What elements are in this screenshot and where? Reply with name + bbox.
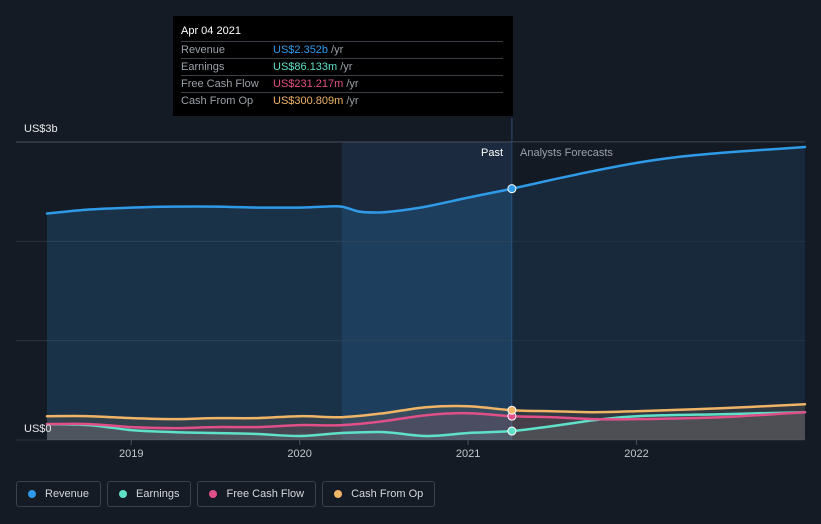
tooltip-row-value: US$2.352b [273,44,329,56]
tooltip-row-value: US$300.809m [273,95,344,107]
legend-label: Free Cash Flow [226,488,305,500]
chart-canvas [16,118,807,445]
tooltip-row: Free Cash Flow US$231.217m/yr [181,75,503,92]
revenue-marker [507,184,517,194]
tooltip-row-value: US$231.217m [273,78,344,90]
x-tick-label: 2019 [118,448,144,460]
tooltip-row-label: Earnings [181,61,225,73]
legend-label: Revenue [45,488,90,500]
cash-from-op-marker [507,405,517,415]
tooltip-row: Cash From Op US$300.809m/yr [181,92,503,109]
chart-legend: Revenue Earnings Free Cash Flow Cash From O… [16,481,436,507]
past-label: Past [481,147,504,159]
legend-dot-icon [119,490,128,498]
legend-dot-icon [28,490,36,498]
tooltip-row-unit: /yr [340,61,353,73]
y-tick-label-zero: US$0 [24,423,52,435]
x-tick-label: 2021 [455,448,481,460]
forecast-shade [511,142,805,440]
free-cash-flow-line [45,410,807,430]
tooltip-row: Earnings US$86.133m/yr [181,58,503,75]
tooltip-row-unit: /yr [331,44,344,56]
tooltip-row-label: Cash From Op [181,95,254,107]
legend-label: Earnings [136,488,180,500]
x-tick-label: 2020 [287,448,312,460]
data-tooltip: Apr 04 2021 Revenue US$2.352b/yr Earnings U… [173,16,513,116]
tooltip-row-label: Free Cash Flow [181,78,259,90]
tooltip-row-unit: /yr [346,95,359,107]
series-areas [47,142,805,440]
y-tick-label-max: US$3b [24,123,58,135]
tooltip-date: Apr 04 2021 [181,25,241,37]
legend-label: Cash From Op [351,488,424,500]
legend-item-free-cash-flow[interactable]: Free Cash Flow [197,481,317,507]
revenue-area [47,147,805,440]
legend-item-earnings[interactable]: Earnings [107,481,192,507]
past-highlight-band [341,142,512,440]
tooltip-row-value: US$86.133m [273,61,338,73]
tooltip-row: Revenue US$2.352b/yr [181,41,503,58]
hover-markers [507,184,517,436]
x-tick-label: 2022 [624,448,649,460]
legend-item-cash-from-op[interactable]: Cash From Op [322,481,436,507]
grid-lines [16,118,805,445]
legend-dot-icon [334,490,343,498]
series-lines [45,145,807,438]
legend-dot-icon [209,490,218,498]
earnings-marker [507,426,517,436]
revenue-line [45,145,807,215]
tooltip-row-unit: /yr [346,78,359,90]
cash-from-op-line [45,402,807,421]
legend-item-revenue[interactable]: Revenue [16,481,102,507]
tooltip-row-label: Revenue [181,44,226,56]
forecast-label: Analysts Forecasts [520,147,613,159]
cash-from-op-area [47,404,805,440]
earnings-line [45,410,807,438]
